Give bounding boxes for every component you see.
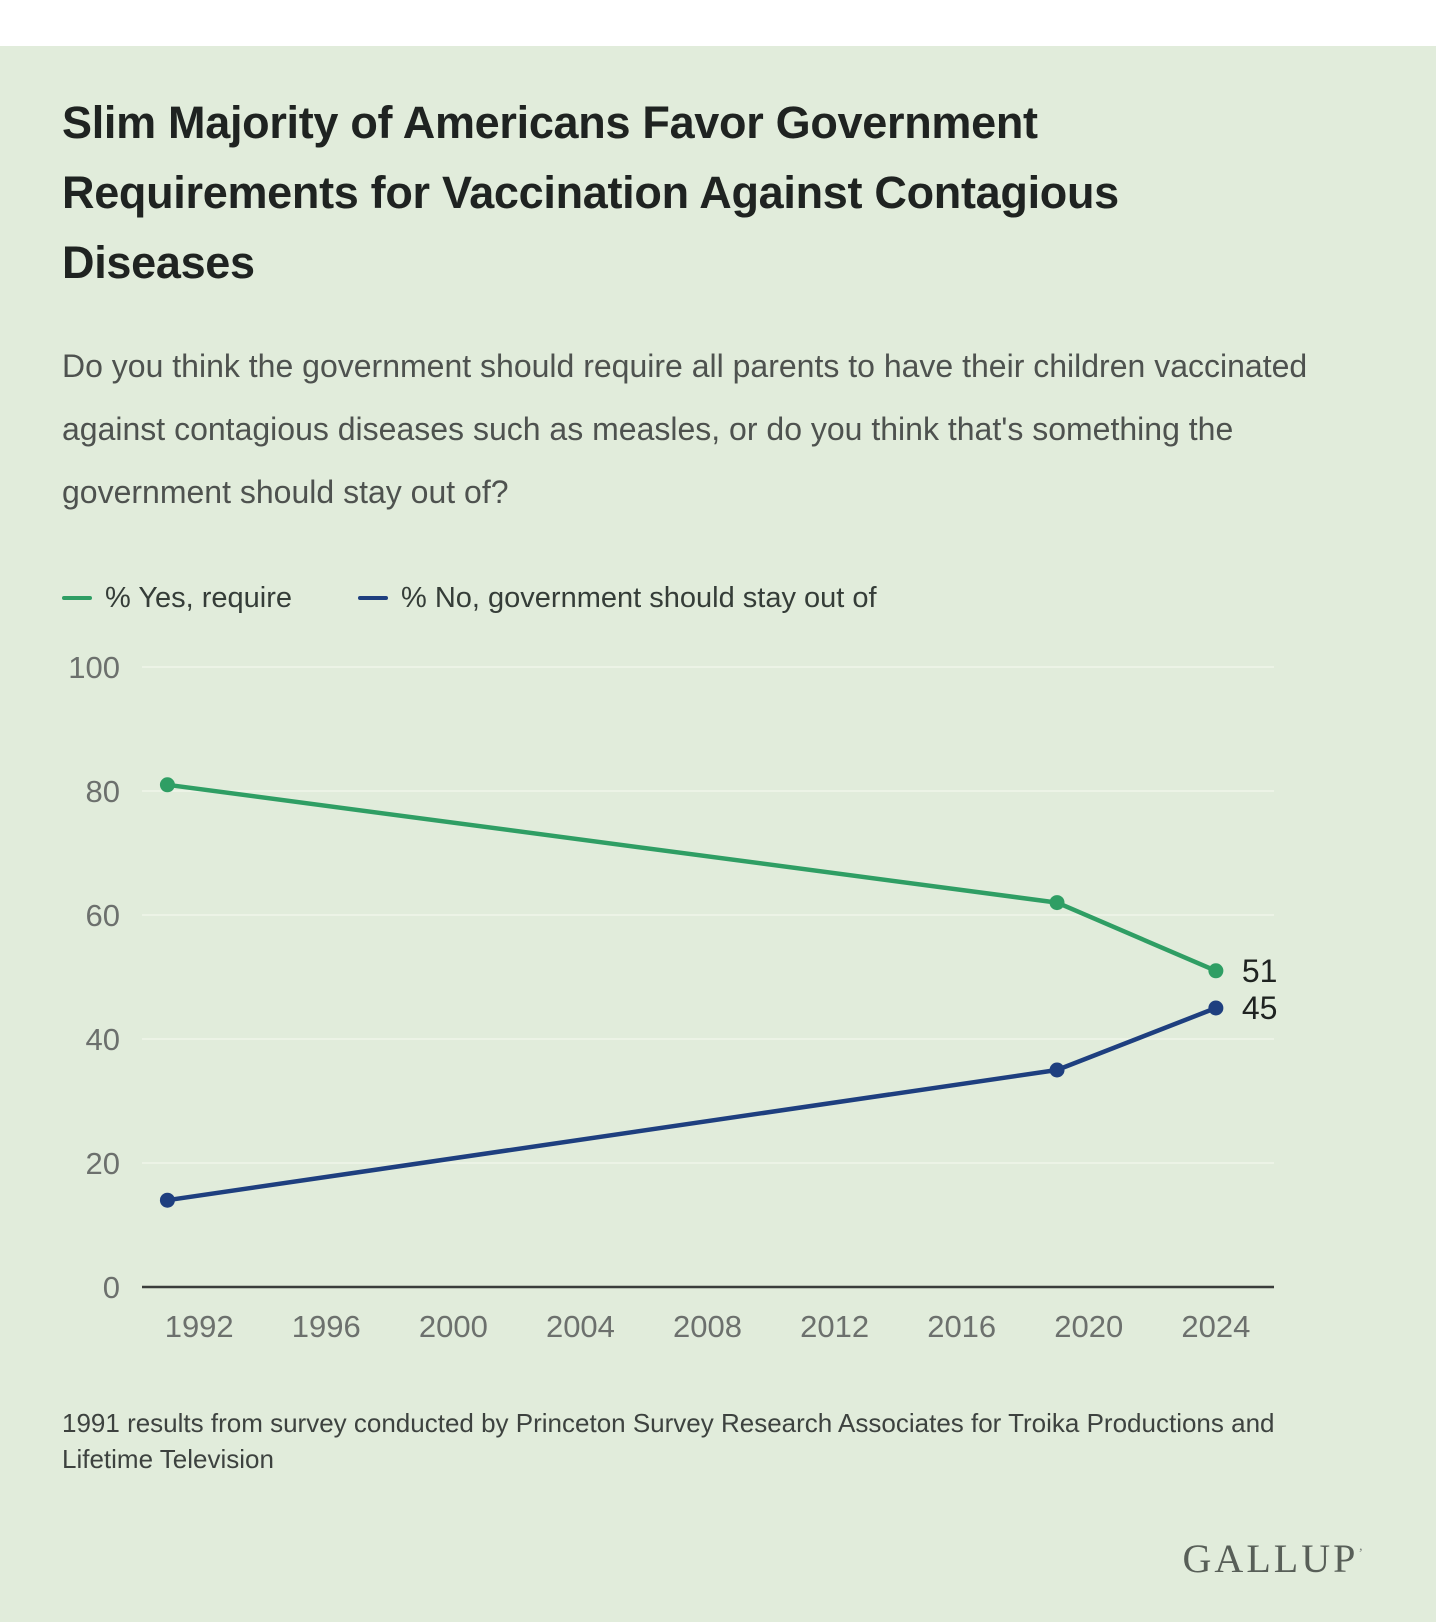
chart-card: Slim Majority of Americans Favor Governm…	[0, 46, 1436, 1622]
brand-trademark-icon: ’	[1358, 1547, 1366, 1563]
svg-text:2000: 2000	[419, 1309, 488, 1344]
svg-text:2008: 2008	[673, 1309, 742, 1344]
legend-swatch-no-icon	[358, 596, 389, 601]
top-margin-strip	[0, 0, 1436, 46]
svg-text:2004: 2004	[546, 1309, 615, 1344]
svg-text:20: 20	[86, 1146, 120, 1181]
svg-text:45: 45	[1242, 990, 1278, 1026]
svg-text:51: 51	[1242, 952, 1278, 988]
legend-swatch-yes-icon	[62, 596, 92, 601]
svg-text:2020: 2020	[1054, 1309, 1123, 1344]
gallup-logo: GALLUP’	[62, 1535, 1374, 1622]
line-chart-container: 0 20 40 60 80 100 1992 1996 2000 2004 2008 2012 2016…	[62, 641, 1374, 1363]
chart-subtitle: Do you think the government should requi…	[62, 347, 1308, 510]
svg-text:80: 80	[86, 774, 120, 809]
svg-text:2024: 2024	[1181, 1309, 1250, 1344]
legend-item-no: % No, government should stay out of	[358, 582, 877, 615]
svg-text:2012: 2012	[800, 1309, 869, 1344]
svg-text:1992: 1992	[165, 1309, 234, 1344]
chart-title: Slim Majority of Americans Favor Governm…	[62, 97, 1119, 289]
svg-text:40: 40	[86, 1022, 120, 1057]
chart-legend: % Yes, require % No, government should s…	[62, 582, 1374, 615]
legend-item-yes: % Yes, require	[62, 582, 292, 615]
gallup-wordmark: GALLUP	[1182, 1536, 1359, 1582]
svg-text:0: 0	[103, 1270, 120, 1305]
svg-text:2016: 2016	[927, 1309, 996, 1344]
chart-footnote: 1991 results from survey conducted by Pr…	[62, 1407, 1275, 1475]
svg-text:100: 100	[68, 650, 120, 685]
legend-label-no: % No, government should stay out of	[401, 581, 877, 614]
legend-label-yes: % Yes, require	[105, 581, 293, 614]
line-chart: 0 20 40 60 80 100 1992 1996 2000 2004 2008 2012 2016…	[68, 650, 1278, 1344]
svg-text:60: 60	[86, 898, 120, 933]
svg-text:1996: 1996	[292, 1309, 361, 1344]
